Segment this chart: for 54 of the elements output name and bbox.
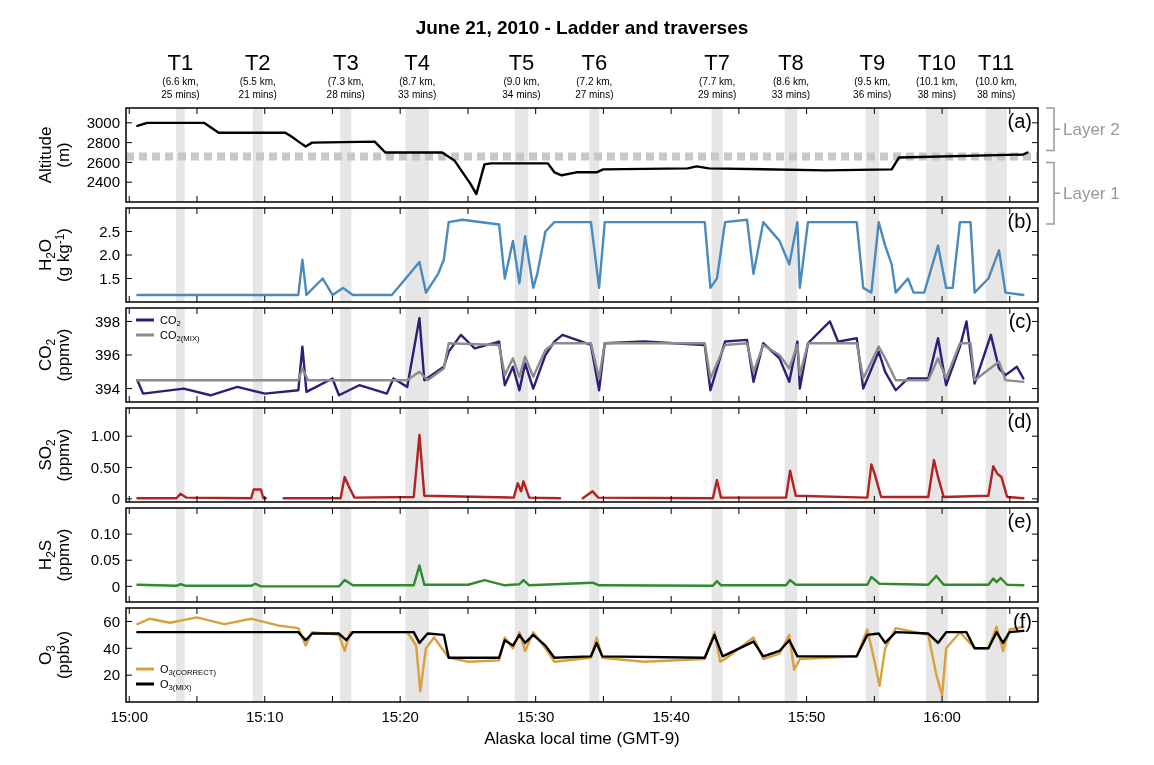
x-tick-label: 15:50 [787,708,826,725]
y-tick-label: 0.50 [90,458,120,476]
y-tick-label: 398 [94,312,120,330]
band-label: T10 (10.1 km, 38 mins) [916,50,958,100]
band-label: T1 (6.6 km, 25 mins) [161,50,200,100]
band-label: T8 (8.6 km, 33 mins) [771,50,811,100]
y-tick-label: 2800 [86,133,120,151]
x-tick-label: 15:00 [110,708,149,725]
y-tick-label: 2600 [86,153,120,171]
x-tick-label: 15:30 [516,708,555,725]
annotation: (f) [1013,610,1032,632]
y-tick-label: 2.0 [99,246,120,264]
x-tick-label: 15:40 [652,708,690,725]
annotation: (e) [1007,510,1032,532]
annotation: (b) [1007,210,1032,232]
legend-label: CO$_{2(MIX)}$ [160,328,200,344]
y-tick-label: 2400 [86,173,120,191]
band-label: T2 (5.5 km, 21 mins) [238,50,277,100]
band-label: T5 (9.0 km, 34 mins) [502,50,541,100]
legend-label: CO$_{2}$ [160,313,181,329]
y-axis-title: Altitude (m) [35,126,74,184]
band-label: T3 (7.3 km, 28 mins) [326,50,365,100]
text: Layer 1 [1063,184,1120,204]
y-tick-label: 1.5 [99,269,120,287]
y-tick-label: 0.05 [90,551,120,569]
y-tick-label: 0.10 [90,525,120,543]
y-tick-label: 20 [103,666,120,684]
x-axis-title: Alaska local time (GMT-9) [484,729,680,748]
line-series [136,342,1025,384]
band-label: T9 (9.5 km, 36 mins) [853,50,892,100]
annotation: (d) [1007,410,1032,432]
band-label: T11 (10.0 km, 38 mins) [975,50,1018,100]
annotation: (a) [1007,110,1032,132]
band-label: T7 (7.7 km, 29 mins) [697,50,737,100]
y-tick-label: 0 [111,490,120,508]
band-label: T4 (8.7 km, 33 mins) [398,50,437,100]
x-tick-label: 15:10 [245,708,284,725]
y-tick-label: 60 [103,612,120,630]
y-tick-label: 0 [111,577,120,595]
y-tick-label: 2.5 [99,222,120,240]
y-tick-label: 3000 [86,114,120,132]
chart-title: June 21, 2010 - Ladder and traverses [415,17,749,38]
x-tick-label: 15:20 [381,708,419,725]
y-tick-label: 394 [94,379,120,397]
x-tick-label: 16:00 [923,708,961,725]
legend-label: O$_{3(MIX)}$ [160,677,193,693]
y-tick-label: 40 [103,639,120,657]
annotation: (c) [1008,310,1032,332]
y-tick-label: 1.00 [90,427,120,445]
line-series [136,564,1025,588]
band-label: T6 (7.2 km, 27 mins) [575,50,614,100]
text: Layer 2 [1063,120,1120,140]
legend-label: O$_{3(CORRECT)}$ [160,662,217,678]
y-tick-label: 396 [94,346,120,364]
